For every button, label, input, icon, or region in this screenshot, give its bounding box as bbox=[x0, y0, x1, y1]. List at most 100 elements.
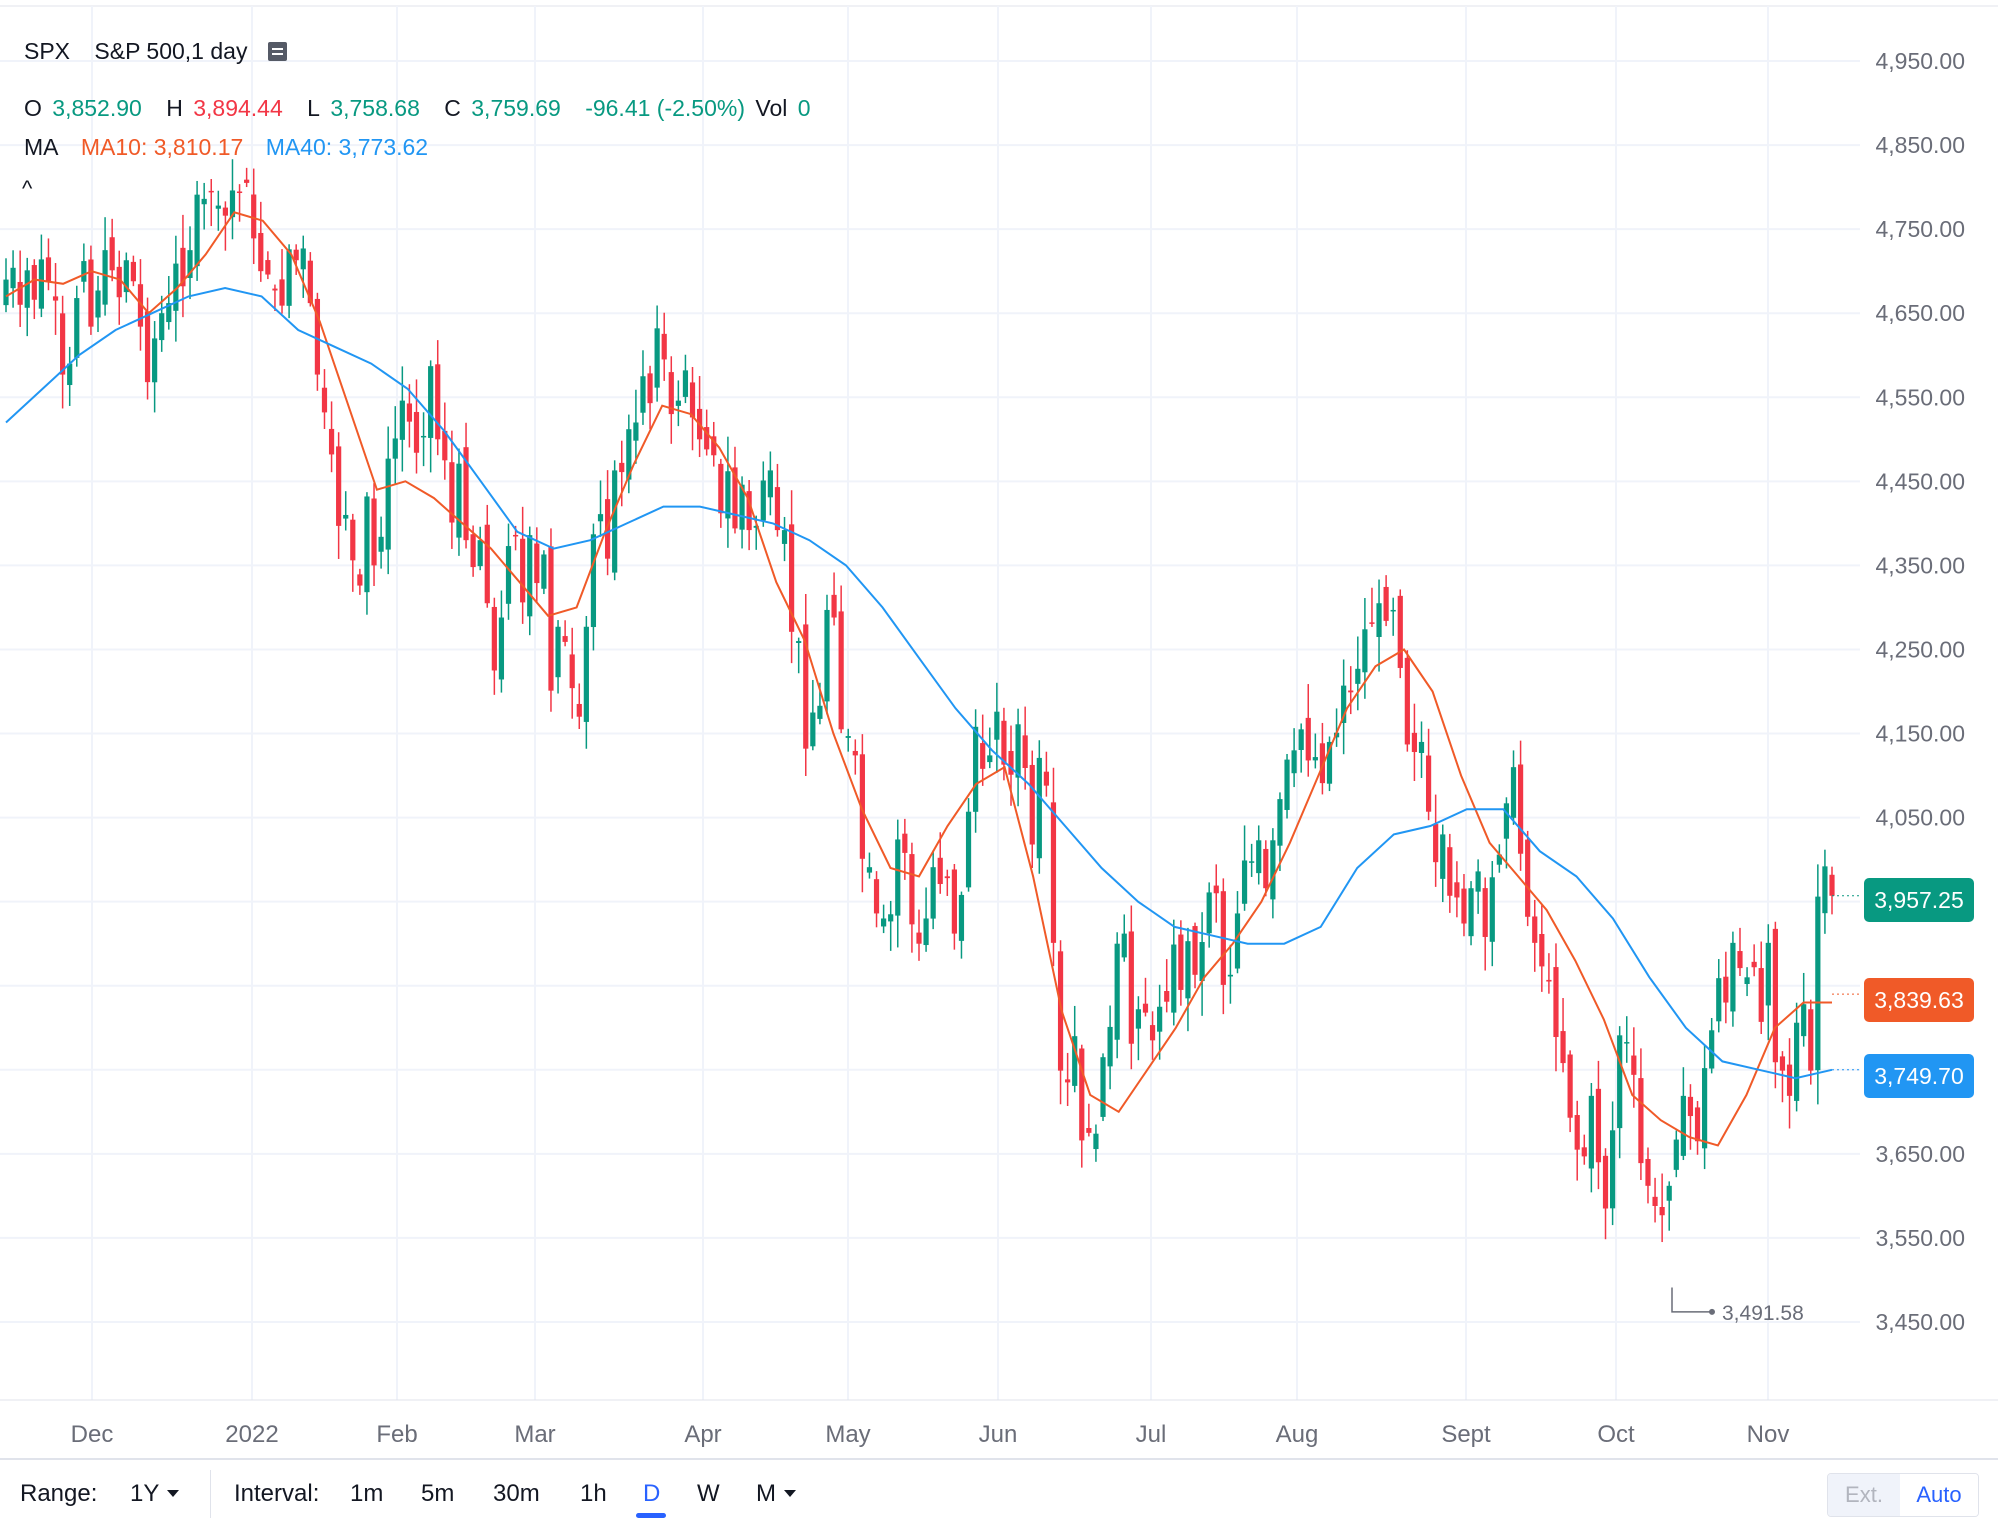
candle-body bbox=[1086, 1128, 1092, 1133]
candle-body bbox=[1468, 888, 1474, 937]
candle-body bbox=[725, 471, 731, 519]
document-icon[interactable] bbox=[267, 42, 287, 61]
candle-body bbox=[661, 333, 667, 360]
candle-body bbox=[1284, 759, 1290, 810]
candle-body bbox=[1482, 888, 1488, 937]
candle-body bbox=[1355, 668, 1361, 684]
candle-body bbox=[548, 546, 554, 691]
candle-body bbox=[888, 914, 894, 922]
candle-body bbox=[817, 705, 823, 719]
candle-body bbox=[1581, 1147, 1587, 1157]
candle-body bbox=[1114, 943, 1120, 1040]
candle-body bbox=[746, 491, 752, 531]
candle-body bbox=[187, 250, 193, 278]
close-value: 3,759.69 bbox=[471, 95, 561, 121]
candle-body bbox=[1447, 847, 1453, 896]
interval-1h[interactable]: 1h bbox=[580, 1480, 607, 1507]
candle-body bbox=[1624, 1042, 1630, 1044]
candle-body bbox=[229, 190, 236, 218]
candle-body bbox=[81, 261, 87, 282]
candle-body bbox=[392, 438, 398, 459]
candle-body bbox=[1751, 961, 1757, 968]
candle-body bbox=[1206, 892, 1212, 934]
candle-body bbox=[420, 435, 427, 438]
candle-body bbox=[1425, 755, 1432, 812]
candle-body bbox=[1121, 933, 1127, 958]
candle-body bbox=[612, 470, 618, 573]
candle-body bbox=[520, 538, 526, 603]
ma10-line bbox=[5, 211, 1832, 1147]
candle-body bbox=[1574, 1115, 1580, 1150]
candle-body bbox=[1107, 1026, 1113, 1067]
candle-body bbox=[1008, 750, 1014, 775]
candle-body bbox=[1001, 720, 1007, 765]
candle-body bbox=[1730, 942, 1736, 1012]
candle-body bbox=[902, 833, 908, 853]
candle-body bbox=[1489, 877, 1495, 942]
candle-body bbox=[1100, 1057, 1106, 1117]
candle-body bbox=[1666, 1185, 1672, 1201]
ma10-price-label: 3,839.63 bbox=[1864, 978, 1974, 1022]
candle-body bbox=[1142, 1003, 1149, 1013]
candle-body bbox=[137, 284, 144, 327]
candle-body bbox=[1461, 888, 1467, 924]
candle-body bbox=[1673, 1139, 1679, 1170]
interval-5m[interactable]: 5m bbox=[421, 1480, 455, 1507]
candle-body bbox=[1595, 1088, 1602, 1163]
candle-body bbox=[1157, 1006, 1163, 1032]
candle-body bbox=[52, 296, 59, 301]
candle-body bbox=[1758, 968, 1764, 1022]
candle-body bbox=[1503, 803, 1510, 839]
last-price-label: 3,957.25 bbox=[1864, 878, 1974, 922]
y-tick-label: 4,550.00 bbox=[1875, 384, 1965, 410]
candle-body bbox=[1348, 690, 1354, 693]
x-tick-label: Mar bbox=[514, 1421, 555, 1448]
candle-body bbox=[1808, 1009, 1814, 1071]
candle-body bbox=[1772, 928, 1778, 1063]
interval-w[interactable]: W bbox=[697, 1480, 720, 1507]
collapse-legend-button[interactable]: ^ bbox=[22, 176, 33, 201]
candle-body bbox=[1525, 839, 1531, 917]
candle-body bbox=[1305, 717, 1311, 761]
candle-body bbox=[1404, 657, 1410, 745]
x-tick-label: Nov bbox=[1747, 1421, 1790, 1448]
candle-body bbox=[1149, 1025, 1156, 1041]
candle-body bbox=[491, 606, 497, 671]
x-tick-label: Dec bbox=[71, 1421, 114, 1448]
candle-body bbox=[265, 260, 271, 275]
candle-body bbox=[1801, 1004, 1807, 1037]
candle-body bbox=[67, 363, 73, 386]
candle-body bbox=[1532, 916, 1538, 943]
candle-body bbox=[994, 711, 1000, 740]
interval-1m[interactable]: 1m bbox=[350, 1480, 384, 1507]
candle-body bbox=[1312, 757, 1318, 761]
candle-body bbox=[930, 867, 936, 919]
candle-body bbox=[1631, 1055, 1637, 1075]
candle-body bbox=[498, 617, 505, 680]
candle-body bbox=[194, 194, 200, 267]
auto-button[interactable]: Auto bbox=[1900, 1474, 1978, 1516]
ext-button[interactable]: Ext. bbox=[1828, 1474, 1900, 1516]
candle-body bbox=[1277, 799, 1283, 846]
candle-body bbox=[484, 524, 490, 604]
candle-body bbox=[166, 303, 172, 323]
interval-m[interactable]: M bbox=[756, 1480, 796, 1508]
y-tick-label: 3,550.00 bbox=[1875, 1225, 1965, 1251]
candle-body bbox=[1638, 1078, 1644, 1164]
candle-body bbox=[314, 298, 321, 375]
interval-30m[interactable]: 30m bbox=[493, 1480, 540, 1507]
y-tick-label: 4,450.00 bbox=[1875, 468, 1965, 494]
ohlc-legend: O 3,852.90 H 3,894.44 L 3,758.68 C 3,759… bbox=[24, 95, 815, 122]
interval-d[interactable]: D bbox=[643, 1480, 661, 1507]
candle-body bbox=[831, 594, 837, 618]
candle-body bbox=[144, 311, 151, 383]
candle-body bbox=[1057, 951, 1064, 1071]
range-dropdown[interactable]: 1Y bbox=[130, 1480, 180, 1508]
toolbar-divider bbox=[210, 1470, 211, 1518]
candle-body bbox=[222, 207, 229, 216]
open-label: O bbox=[24, 95, 42, 121]
candlestick-chart[interactable]: 4,950.00 4,850.00 4,750.00 4,650.00 4,550.00… bbox=[0, 0, 1998, 1458]
candle-body bbox=[980, 743, 986, 769]
high-label: H bbox=[166, 95, 183, 121]
candle-body bbox=[449, 462, 455, 523]
